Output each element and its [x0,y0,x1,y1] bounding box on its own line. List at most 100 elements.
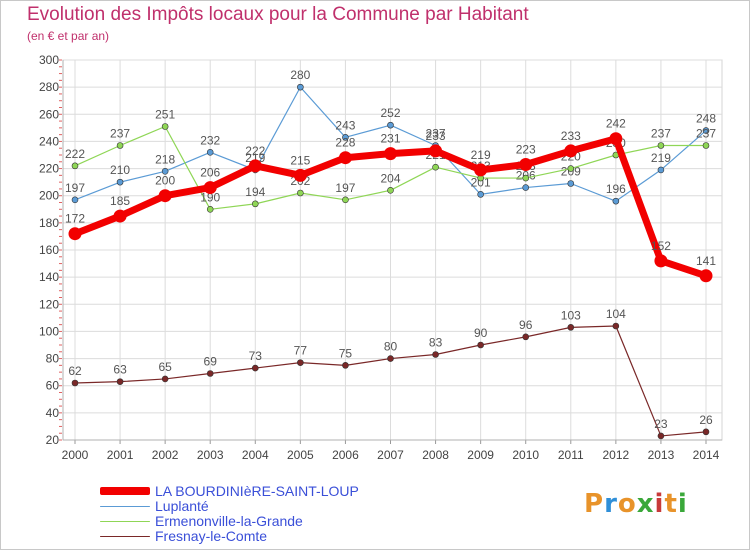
x-tick-label: 2005 [287,448,314,462]
series-3-point [702,142,710,149]
y-tick-label: 100 [39,324,59,338]
series-4-data-label: 80 [384,340,398,354]
series-3-point [251,200,259,208]
series-4-data-label: 63 [113,363,127,377]
legend-swatch-4 [100,536,150,537]
chart-title: Evolution des Impôts locaux pour la Comm… [27,4,529,25]
series-3-data-label: 194 [245,185,265,199]
logo-letter: t [664,489,678,519]
proxiti-logo: Proxiti [584,489,688,519]
logo-letter: i [677,489,688,519]
series-1-data-label: 215 [290,153,310,167]
legend-label-4: Fresnay-le-Comte [155,528,268,544]
series-3-data-label: 197 [335,181,355,195]
x-tick-label: 2006 [332,448,359,462]
series-3-point [161,123,169,130]
series-4-data-label: 73 [249,349,263,363]
series-4-point [342,362,349,369]
series-4-point [206,370,214,377]
series-2-point [297,83,304,91]
chart-subtitle: (en € et par an) [27,29,110,43]
series-3-point [657,142,665,149]
series-2-data-label: 252 [380,106,400,120]
series-1-point [293,168,307,182]
logo-letter: P [584,489,605,519]
series-3-point [206,205,214,213]
series-1-data-label: 152 [651,239,671,253]
x-tick-label: 2008 [422,448,449,462]
y-tick-label: 160 [39,243,59,257]
x-tick-label: 2013 [648,448,675,462]
series-4-data-label: 23 [654,417,668,431]
series-2-data-label: 219 [651,151,671,165]
series-2-point [567,180,575,187]
x-tick-label: 2012 [603,448,630,462]
series-1-point [113,209,127,223]
y-tick-label: 300 [39,53,59,67]
x-tick-label: 2002 [152,448,179,462]
series-3-point [116,142,124,149]
series-3-point [342,196,349,204]
series-1-data-label: 185 [110,194,130,208]
y-tick-label: 40 [46,406,60,420]
y-tick-label: 80 [46,352,60,366]
series-4-data-label: 62 [68,364,82,378]
series-2-data-label: 201 [471,175,491,189]
series-3-data-label: 204 [380,171,400,185]
y-tick-label: 20 [46,433,60,447]
series-1-point [248,159,262,173]
series-2-point [657,166,665,174]
series-3-point [71,162,79,170]
legend-label-2: Luplanté [155,498,209,514]
series-2-data-label: 280 [290,68,310,82]
series-1-data-label: 233 [426,129,446,143]
series-1-point [203,181,217,195]
series-2-point [477,191,484,198]
series-1-point [699,269,713,283]
legend-swatch-3 [100,521,150,522]
series-1-data-label: 242 [606,117,626,131]
series-2-point [612,197,620,205]
y-tick-label: 180 [39,216,59,230]
y-tick-label: 240 [39,134,59,148]
series-1-data-label: 233 [561,129,581,143]
series-4-point [567,324,575,331]
series-4-point [387,355,394,362]
series-2-data-label: 232 [200,133,220,147]
x-tick-label: 2009 [467,448,494,462]
series-2-data-label: 196 [606,182,626,196]
series-4-data-label: 103 [561,308,581,322]
series-4-data-label: 104 [606,307,626,321]
series-2-point [161,167,169,175]
series-1-data-label: 219 [471,148,491,162]
series-4-point [432,351,439,358]
series-2-data-label: 197 [65,181,85,195]
series-3-data-label: 237 [651,127,671,141]
series-4-data-label: 69 [204,355,218,369]
series-3-data-label: 190 [200,190,220,204]
y-tick-label: 280 [39,80,59,94]
series-2-data-label: 248 [696,112,716,126]
series-1-data-label: 172 [65,212,85,226]
series-2-point [206,148,214,156]
series-4-data-label: 90 [474,326,488,340]
series-3-point [297,189,304,197]
series-1-point [564,144,578,158]
series-1-point [158,189,172,203]
series-1-point [68,227,82,241]
x-tick-label: 2001 [107,448,134,462]
series-2-point [116,178,124,186]
series-1-point [474,163,488,177]
series-4-data-label: 77 [294,344,308,358]
series-1-point [429,144,443,158]
series-4-data-label: 26 [699,413,713,427]
series-3-data-label: 237 [696,127,716,141]
x-tick-label: 2010 [512,448,539,462]
series-2-point [702,127,710,134]
series-3-data-label: 222 [65,147,85,161]
series-1-data-label: 141 [696,254,716,268]
series-3-point [522,174,530,182]
series-3-data-label: 251 [155,108,175,122]
y-tick-label: 60 [46,379,60,393]
